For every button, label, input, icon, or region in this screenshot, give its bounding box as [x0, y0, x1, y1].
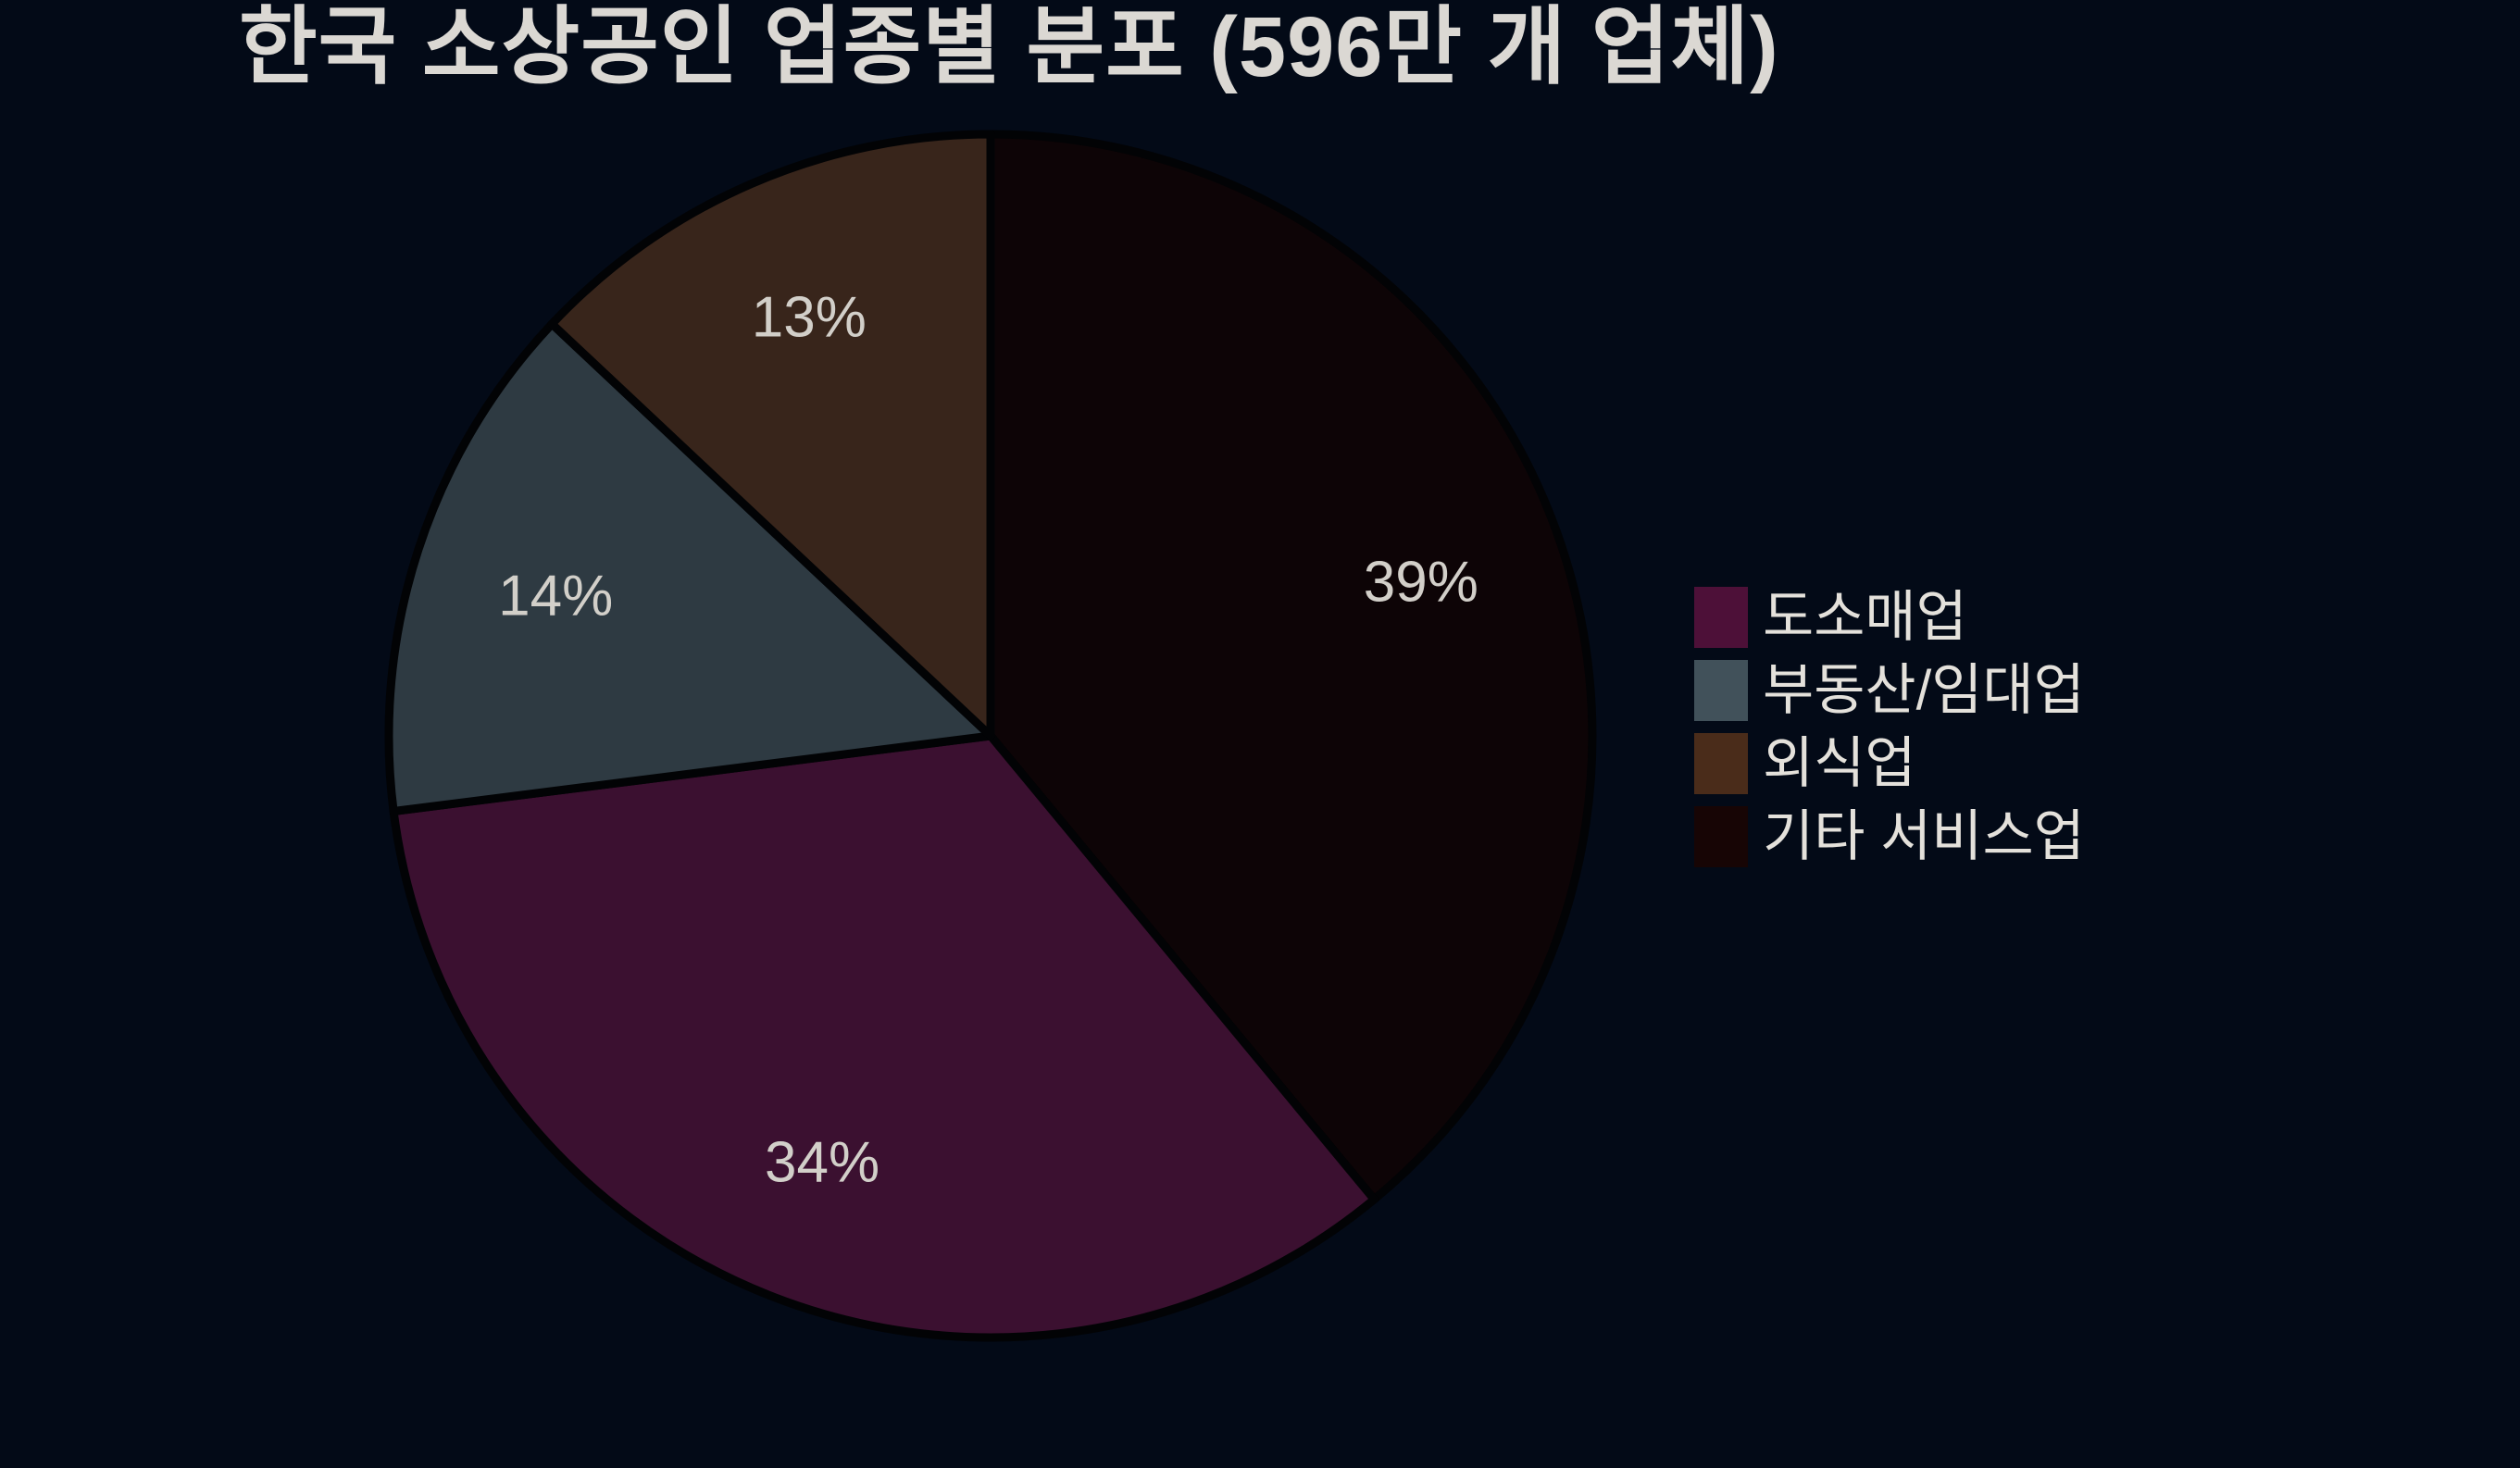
legend-swatch — [1694, 806, 1748, 867]
legend-label: 부동산/임대업 — [1763, 659, 2085, 721]
legend-item-1: 부동산/임대업 — [1694, 660, 2085, 721]
pie-slice-percent-label: 39% — [1364, 551, 1478, 615]
pie-slice-percent-label: 13% — [752, 286, 867, 350]
legend-swatch — [1694, 587, 1748, 648]
pie-slice-percent-label: 34% — [765, 1130, 880, 1194]
pie-slice-percent-label: 14% — [498, 564, 613, 628]
pie-slice-1 — [384, 319, 995, 815]
pie-slice-3 — [986, 130, 1597, 1204]
legend-swatch — [1694, 660, 1748, 721]
pie-slice-0 — [389, 731, 1379, 1342]
legend-item-2: 외식업 — [1694, 733, 2085, 794]
legend-item-3: 기타 서비스업 — [1694, 806, 2085, 867]
legend-swatch — [1694, 733, 1748, 794]
legend-item-0: 도소매업 — [1694, 587, 2085, 648]
legend-label: 기타 서비스업 — [1763, 805, 2085, 867]
legend-label: 외식업 — [1763, 732, 1916, 794]
chart-title: 한국 소상공인 업종별 분포 (596만 개 업체) — [239, 0, 1779, 94]
pie-slice-2 — [547, 130, 995, 740]
legend-label: 도소매업 — [1763, 586, 1967, 648]
